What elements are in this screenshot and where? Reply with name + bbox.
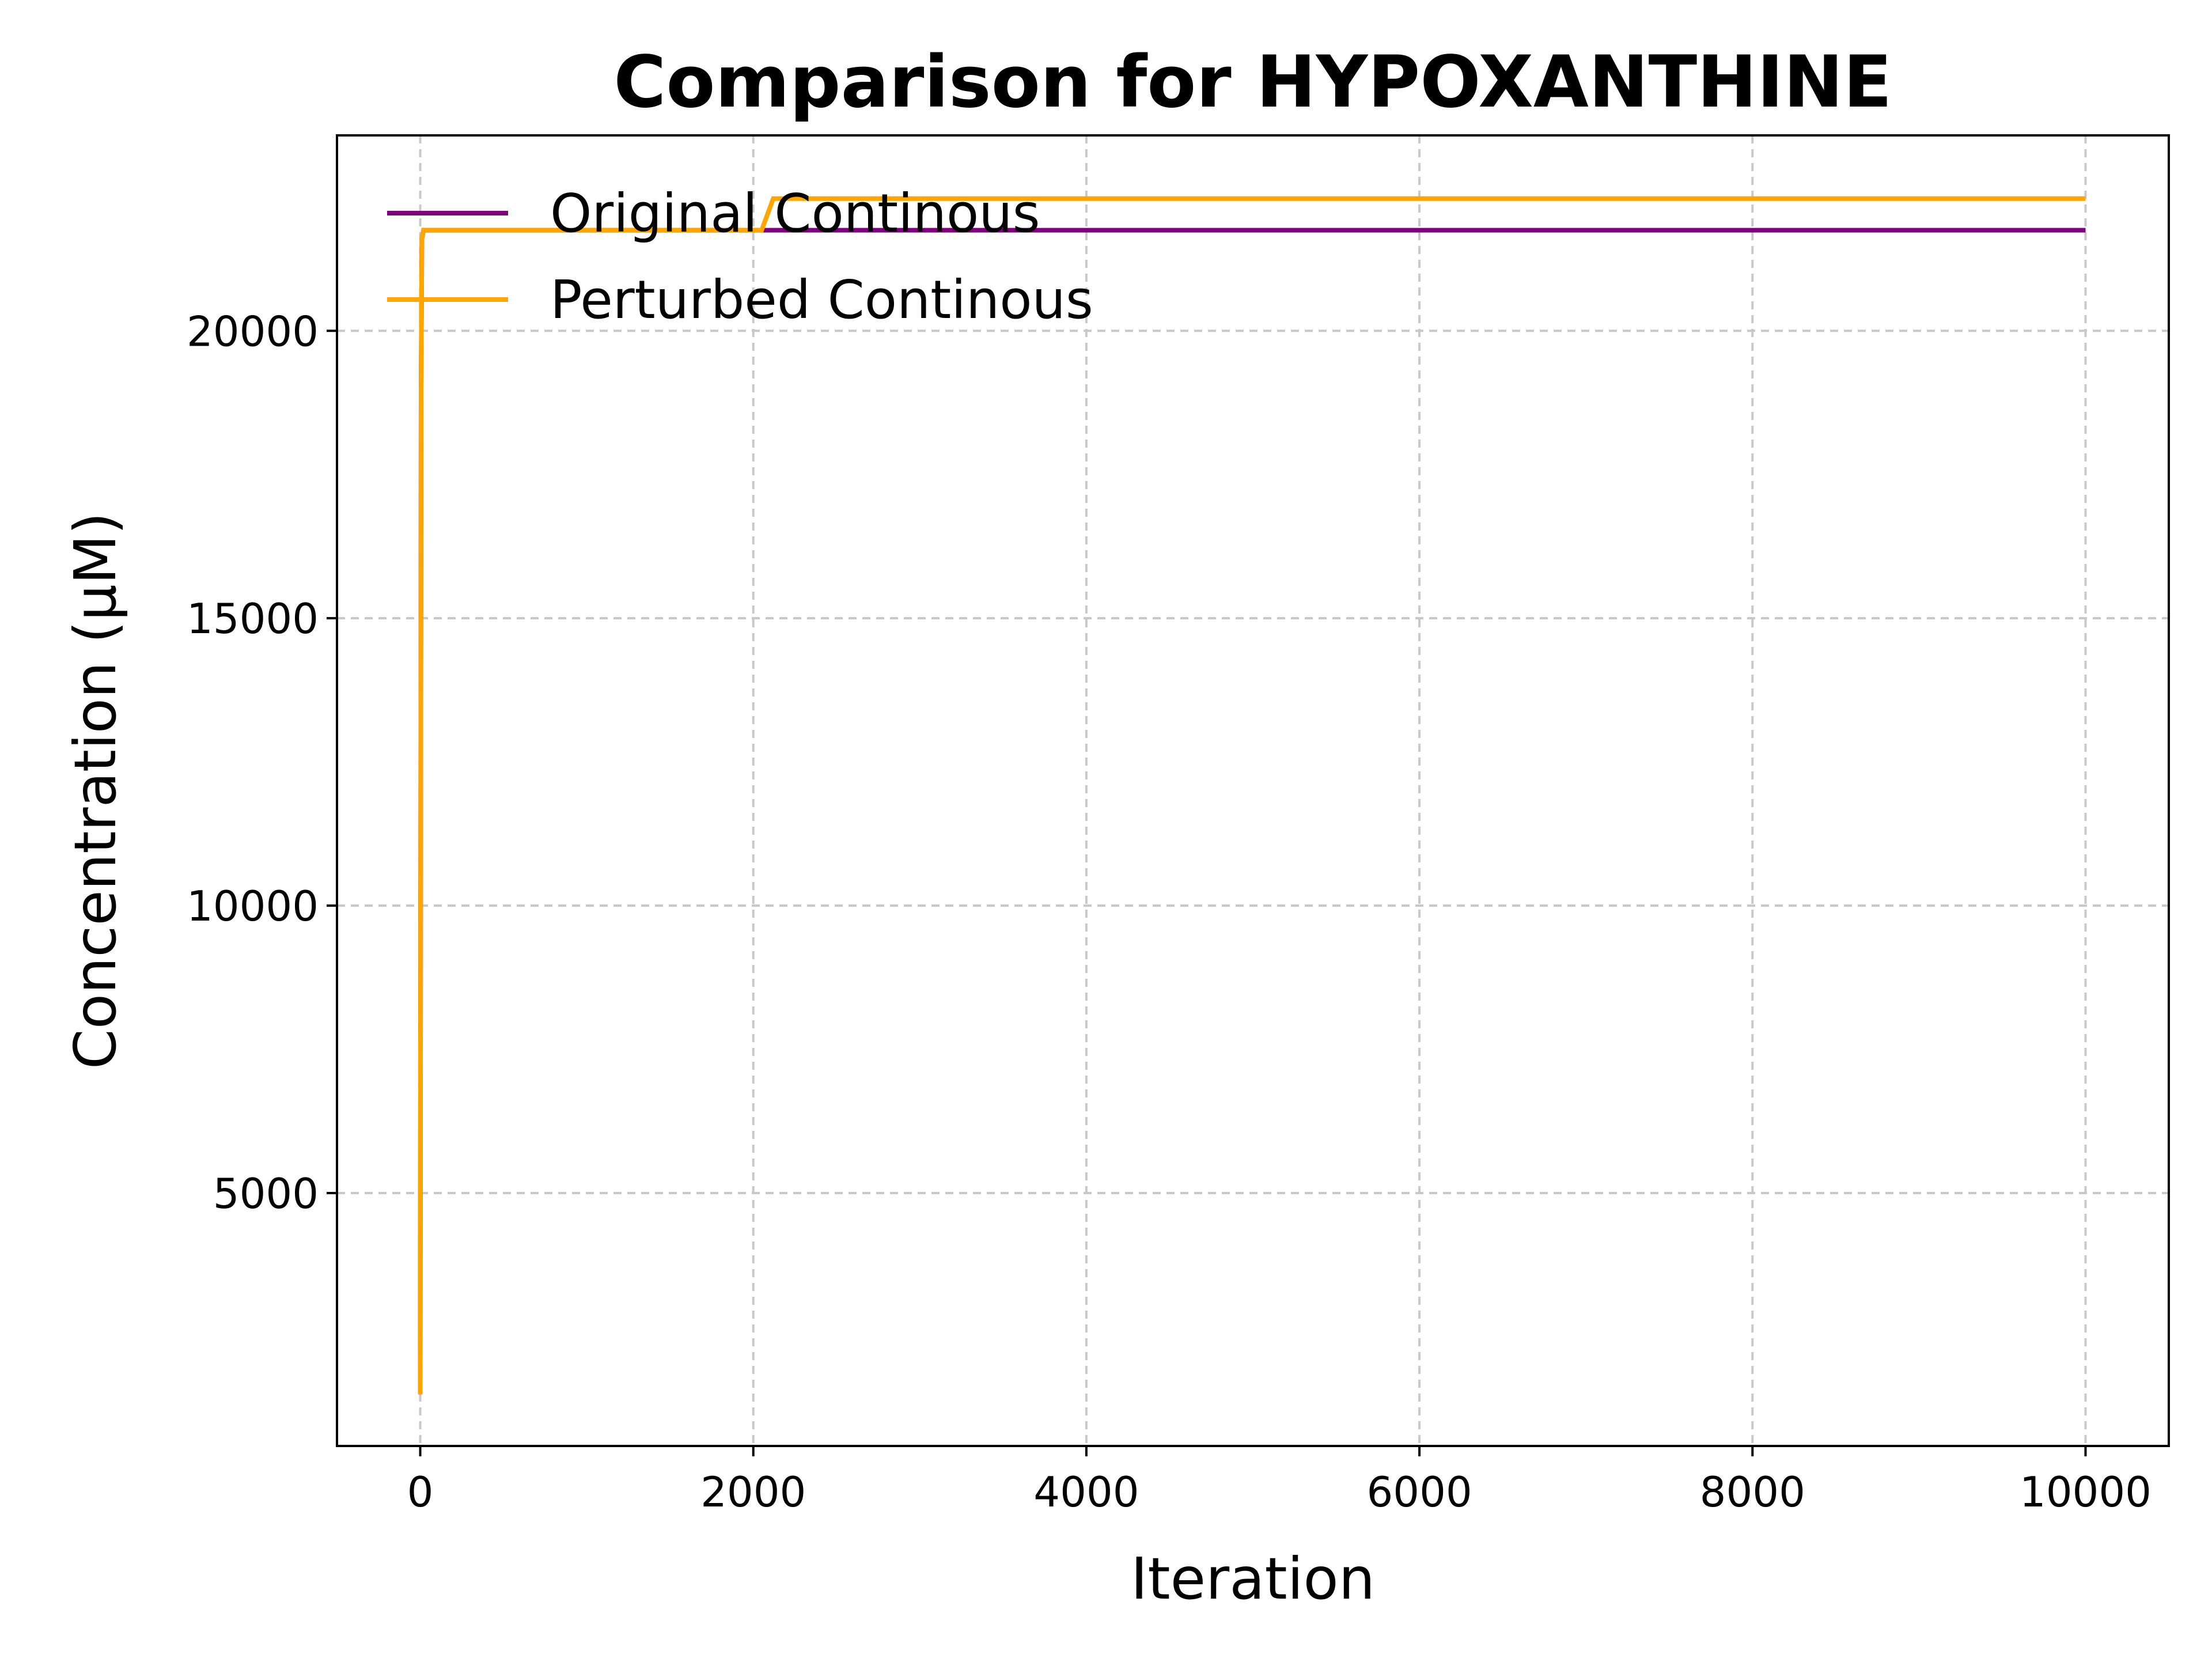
x-tick-label: 4000 <box>1033 1468 1139 1516</box>
y-tick-label: 15000 <box>187 595 319 643</box>
x-tick-label: 2000 <box>700 1468 806 1516</box>
x-axis-label: Iteration <box>1131 1545 1375 1612</box>
grid <box>337 135 2169 1446</box>
x-tick-label: 10000 <box>2020 1468 2152 1516</box>
x-tick-label: 6000 <box>1366 1468 1472 1516</box>
legend-label: Original Continous <box>550 183 1040 244</box>
y-tick-label: 5000 <box>213 1169 319 1218</box>
plot-frame <box>336 134 2170 1447</box>
chart-title: Comparison for HYPOXANTHINE <box>613 41 1892 124</box>
series-line-perturbed-continous <box>418 196 2086 1395</box>
y-tick-label: 20000 <box>187 307 319 355</box>
y-axis-label: Concentration (μM) <box>62 512 129 1069</box>
series-lines <box>418 196 2086 1395</box>
legend-label: Perturbed Continous <box>550 269 1093 331</box>
y-tick-label: 10000 <box>187 882 319 930</box>
x-tick-label: 8000 <box>1700 1468 1805 1516</box>
ticks: 0 2000 4000 6000 8000 10000 5000 10000 15000 2000… <box>187 307 2152 1516</box>
legend: Original Continous Perturbed Continous <box>387 183 1093 331</box>
x-tick-label: 0 <box>407 1468 434 1516</box>
